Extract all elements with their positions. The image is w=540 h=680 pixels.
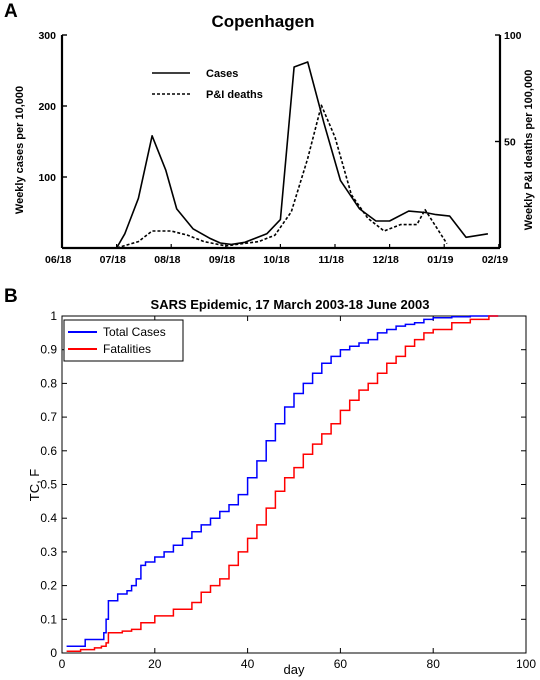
panel-a-x-tick-label: 08/18 xyxy=(154,254,180,266)
panel-b-x-tick-label: 0 xyxy=(59,657,66,671)
panel-a-axes xyxy=(60,35,502,250)
panel-a-lines xyxy=(62,61,489,249)
panel-b-x-tick-label: 80 xyxy=(427,657,441,671)
panel-a-y-tick-label: 200 xyxy=(38,101,56,113)
panel-b-legend-label-total-cases: Total Cases xyxy=(103,325,166,339)
panel-b-y-tick-label: 0.3 xyxy=(40,545,57,559)
panel-b-x-tick-label: 100 xyxy=(516,657,536,671)
panel-b-sars-chart: SARS Epidemic, 17 March 2003-18 June 200… xyxy=(27,297,536,677)
panel-a-y2-tick-label: 50 xyxy=(504,137,516,149)
panel-b-y-tick-label: 0.4 xyxy=(40,511,57,525)
panel-b-series-fatalities-line xyxy=(66,315,499,653)
panel-b-legend-box xyxy=(63,319,184,362)
panel-a-x-tick-label: 12/18 xyxy=(373,254,399,266)
panel-a-x-tick-label: 07/18 xyxy=(100,254,126,266)
panel-b-legend-label-fatalities: Fatalities xyxy=(103,342,151,356)
panel-b-y-tick-label: 0.8 xyxy=(40,376,57,390)
panel-a-x-tick-label: 02/19 xyxy=(482,254,508,266)
panel-a-copenhagen-chart: Copenhagen Weekly cases per 10,000 Weekl… xyxy=(14,12,535,266)
panel-b-y-tick-label: 0.9 xyxy=(40,343,57,357)
panel-a-title: Copenhagen xyxy=(212,12,315,31)
panel-a-legend: Cases P&I deaths xyxy=(152,68,263,101)
panel-a-x-tick-label: 06/18 xyxy=(45,254,71,266)
panel-b-y-tick-label: 0.1 xyxy=(40,612,57,626)
panel-a-ticks: 100 200 300 50 100 06/18 07/18 08/18 09/18 10/18 1… xyxy=(38,30,521,266)
panel-b-legend: Total Cases Fatalities xyxy=(63,319,184,362)
panel-a-legend-label-cases: Cases xyxy=(206,68,238,80)
panel-a-y-tick-label: 300 xyxy=(38,30,56,42)
panel-a-y-tick-label: 100 xyxy=(38,172,56,184)
panel-a-x-tick-label: 01/19 xyxy=(427,254,453,266)
panel-b-y-tick-label: 0.5 xyxy=(40,478,57,492)
panel-b-y-tick-label: 0 xyxy=(50,646,57,660)
panel-a-y-axis-label: Weekly cases per 10,000 xyxy=(14,86,26,214)
panel-b-y-axis-label: TC, F xyxy=(27,469,42,502)
panel-b-x-tick-label: 20 xyxy=(148,657,162,671)
panel-b-title: SARS Epidemic, 17 March 2003-18 June 200… xyxy=(151,297,430,312)
panel-b-plot-frame xyxy=(61,315,527,654)
panel-a-y2-tick-label: 100 xyxy=(504,30,522,42)
panel-a-series-cases-line xyxy=(62,61,489,249)
panel-b-y-tick-label: 0.6 xyxy=(40,444,57,458)
panel-b-x-axis-label: day xyxy=(284,662,305,677)
panel-b-x-tick-label: 60 xyxy=(334,657,348,671)
panel-a-series-p-i-deaths-line xyxy=(62,104,448,249)
panel-a-x-tick-label: 09/18 xyxy=(209,254,235,266)
panel-b-ticks: 0 0.1 0.2 0.3 0.4 0.5 0.6 0.7 0.8 0.9 1 0 20 40 60 80 10… xyxy=(40,309,536,671)
panel-b-x-tick-label: 40 xyxy=(241,657,255,671)
panel-b-y-tick-label: 0.7 xyxy=(40,410,57,424)
panel-a-x-tick-label: 10/18 xyxy=(263,254,289,266)
panel-b-series-total-cases-line xyxy=(66,315,499,648)
panel-a-y2-axis-label: Weekly P&I deaths per 100,000 xyxy=(523,70,535,231)
panel-b-letter: B xyxy=(4,286,18,307)
panel-a-x-tick-label: 11/18 xyxy=(318,254,344,266)
panel-a-letter: A xyxy=(4,1,18,22)
panel-b-y-tick-label: 0.2 xyxy=(40,579,57,593)
panel-b-y-tick-label: 1 xyxy=(50,309,57,323)
panel-a-legend-label-p-i-deaths: P&I deaths xyxy=(206,89,263,101)
panel-b-lines xyxy=(66,315,499,653)
